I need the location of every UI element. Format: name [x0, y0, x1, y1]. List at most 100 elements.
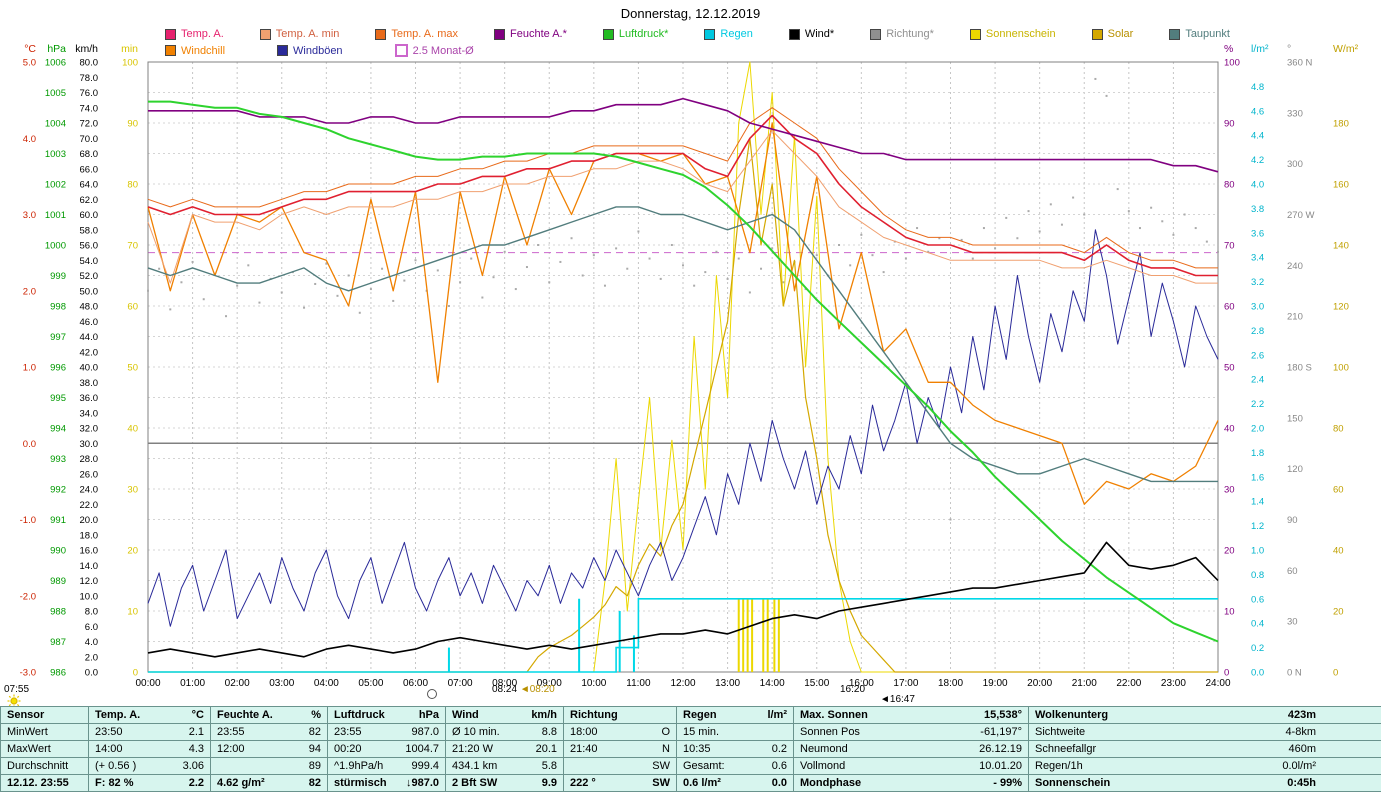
- axis-tick-hum: 90: [1224, 119, 1235, 130]
- legend-item: Feuchte A.*: [494, 28, 567, 40]
- axis-tick-temp: -1.0: [20, 515, 36, 526]
- axis-tick-rain: 4.8: [1251, 82, 1264, 93]
- axis-tick-solar: 0: [1333, 668, 1338, 679]
- stats-row-label: MaxWert: [0, 740, 89, 758]
- axis-tick-wind: 28.0: [80, 454, 99, 465]
- axis-tick-sun: 80: [127, 180, 138, 191]
- stats-cell: 23:55 82: [210, 723, 328, 741]
- scatter-point-richtung: [1183, 213, 1186, 216]
- stats-cell-value: 423m: [1287, 709, 1316, 721]
- stats-cell-label: 18:00: [570, 726, 598, 738]
- axis-unit-solar: W/m²: [1333, 43, 1359, 55]
- stats-cell-label: Feuchte A.: [217, 709, 273, 721]
- axis-unit-sun: min: [121, 43, 138, 55]
- scatter-point-richtung: [403, 279, 406, 282]
- stats-cell: stürmisch ↓987.0: [327, 774, 446, 792]
- stats-cell-label: ^1.9hPa/h: [334, 760, 384, 772]
- axis-tick-press: 1006: [45, 58, 66, 69]
- scatter-point-richtung: [414, 259, 417, 262]
- legend-label: Taupunkt: [1185, 28, 1230, 40]
- scatter-point-richtung: [1194, 227, 1197, 230]
- scatter-point-richtung: [436, 269, 439, 272]
- axis-tick-wind: 24.0: [80, 485, 99, 496]
- stats-cell: 222 ° SW: [563, 774, 677, 792]
- stats-cell-value: 0.0l/m²: [1282, 760, 1316, 772]
- legend-item: Regen: [704, 28, 753, 40]
- scatter-point-richtung: [771, 247, 774, 250]
- axis-tick-sun: 60: [127, 302, 138, 313]
- axis-tick-dir: 180 S: [1287, 363, 1312, 374]
- axis-tick-wind: 36.0: [80, 393, 99, 404]
- axis-tick-dir: 60: [1287, 566, 1298, 577]
- scatter-point-richtung: [960, 238, 963, 241]
- scatter-point-richtung: [581, 274, 584, 277]
- legend-swatch: [165, 28, 176, 40]
- axis-unit-wind: km/h: [75, 43, 98, 55]
- axis-tick-rain: 0.6: [1251, 594, 1264, 605]
- axis-tick-wind: 0.0: [85, 668, 98, 679]
- stats-cell-value: 8.8: [541, 726, 557, 738]
- scatter-point-richtung: [358, 311, 361, 314]
- scatter-point-richtung: [971, 257, 974, 260]
- stats-cell: Neumond 26.12.19: [793, 740, 1029, 758]
- x-axis-tick: 02:00: [225, 678, 250, 689]
- x-axis-tick: 17:00: [893, 678, 918, 689]
- axis-tick-rain: 2.6: [1251, 350, 1264, 361]
- stats-cell: Sonnenschein 0:45h: [1028, 774, 1381, 792]
- stats-cell-label: Ø 10 min.: [452, 726, 500, 738]
- x-axis-tick: 07:00: [448, 678, 473, 689]
- scatter-point-richtung: [1161, 220, 1164, 223]
- scatter-point-richtung: [916, 227, 919, 230]
- stats-cell-label: 2 Bft SW: [452, 777, 498, 789]
- stats-cell-label: 21:20 W: [452, 743, 493, 755]
- stats-cell: Temp. A. °C: [88, 706, 211, 724]
- scatter-point-richtung: [949, 518, 952, 521]
- stats-cell-label: 434.1 km: [452, 760, 498, 772]
- axis-tick-rain: 1.8: [1251, 448, 1264, 459]
- x-axis-tick: 23:00: [1161, 678, 1186, 689]
- scatter-point-richtung: [648, 257, 651, 260]
- legend-label: Windböen: [293, 44, 343, 57]
- stats-row: Sensor Temp. A. °C Feuchte A.% Luftdruck hPa W…: [0, 706, 1381, 724]
- axis-tick-press: 989: [50, 576, 66, 587]
- scatter-point-richtung: [325, 262, 328, 265]
- axis-tick-wind: 30.0: [80, 439, 99, 450]
- stats-cell: Ø 10 min. 8.8: [445, 723, 564, 741]
- scatter-point-richtung: [470, 257, 473, 260]
- stats-cell: Max. Sonnen 15,538°: [793, 706, 1029, 724]
- stats-row: 12.12. 23:55 F: 82 % 2.2 4.62 g/m² 82 stürmis…: [0, 774, 1381, 792]
- stats-cell-value: 0.6: [771, 760, 787, 772]
- axis-tick-wind: 22.0: [80, 500, 99, 511]
- legend-swatch: [375, 28, 387, 40]
- stats-cell: 18:00 O: [563, 723, 677, 741]
- stats-cell: 23:55 987.0: [327, 723, 446, 741]
- axis-tick-dir: 150: [1287, 413, 1303, 424]
- axis-tick-wind: 20.0: [80, 515, 99, 526]
- legend-swatch: [602, 28, 614, 40]
- stats-cell-label: Temp. A.: [95, 709, 141, 721]
- stats-cell-label: Max. Sonnen: [800, 709, 868, 721]
- legend-item: Windchill: [165, 45, 225, 57]
- axis-tick-sun: 40: [127, 424, 138, 435]
- stats-cell-value: 987.0: [411, 726, 439, 738]
- axis-tick-rain: 4.4: [1251, 131, 1264, 142]
- scatter-point-richtung: [369, 288, 372, 291]
- axis-tick-dir: 90: [1287, 515, 1298, 526]
- scatter-point-richtung: [1116, 188, 1119, 191]
- scatter-point-richtung: [603, 284, 606, 287]
- legend-item: Temp. A. max: [375, 28, 458, 40]
- scatter-point-richtung: [670, 244, 673, 246]
- axis-tick-wind: 38.0: [80, 378, 99, 389]
- x-axis-tick: 22:00: [1116, 678, 1141, 689]
- stats-cell: 21:40 N: [563, 740, 677, 758]
- axis-tick-press: 997: [50, 332, 66, 343]
- axis-tick-wind: 14.0: [80, 561, 99, 572]
- axis-tick-wind: 74.0: [80, 103, 99, 114]
- sunrise-time: 08:24: [492, 684, 518, 695]
- scatter-point-richtung: [737, 257, 740, 260]
- scatter-point-richtung: [1016, 237, 1019, 240]
- axis-tick-solar: 140: [1333, 241, 1349, 252]
- stats-cell-label: 14:00: [95, 743, 123, 755]
- scatter-point-richtung: [147, 289, 149, 292]
- stats-cell: Regen l/m²: [676, 706, 794, 724]
